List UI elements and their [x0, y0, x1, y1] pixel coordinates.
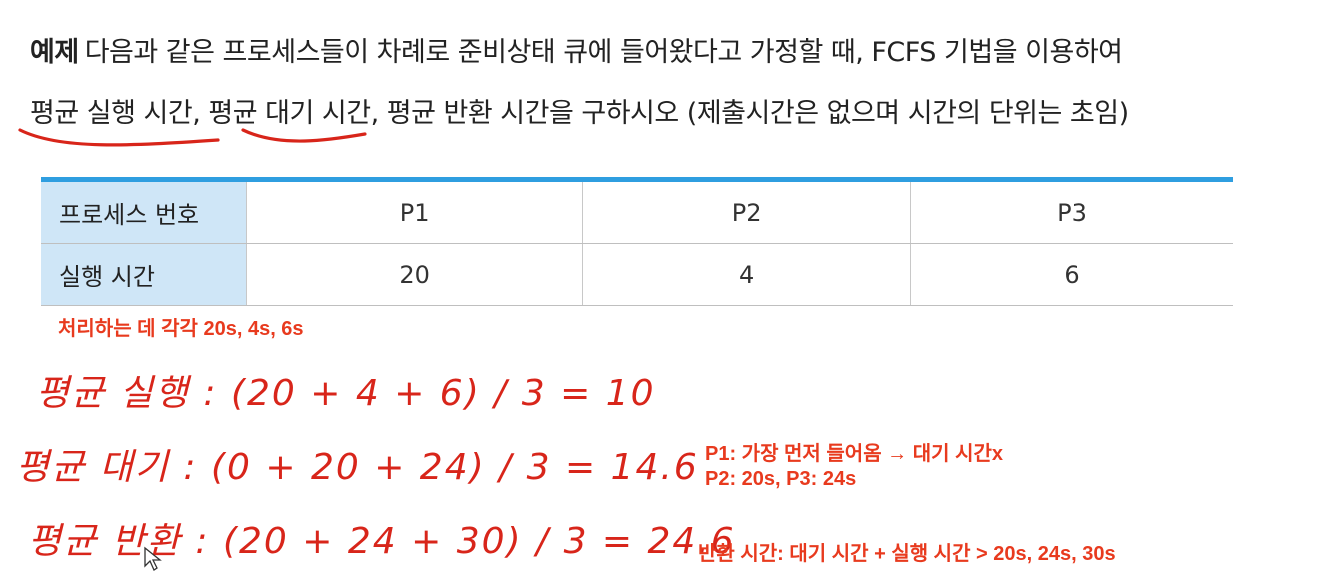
process-table: 프로세스 번호 P1 P2 P3 실행 시간 20 4 6	[41, 177, 1233, 306]
problem-text-1: 다음과 같은 프로세스들이 차례로 준비상태 큐에 들어왔다고 가정할 때, F…	[84, 37, 1123, 68]
handwritten-avg-turnaround: 평균 반환 : (20 + 24 + 30) / 3 = 24.6	[28, 521, 736, 562]
table-cell: P3	[910, 179, 1233, 244]
table-cell: 20	[245, 243, 583, 306]
pen-cursor-icon	[144, 546, 162, 571]
handwritten-avg-wait: 평균 대기 : (0 + 20 + 24) / 3 = 14.6	[16, 447, 699, 488]
table-cell: P1	[245, 179, 583, 244]
note-turnaround: 반환 시간: 대기 시간 + 실행 시간 > 20s, 24s, 30s	[698, 543, 1116, 565]
row-header-exec-time: 실행 시간	[41, 243, 247, 306]
table-cell: 4	[582, 243, 911, 306]
note-wait-line-2: P2: 20s, P3: 24s	[705, 468, 857, 490]
note-wait-line-1: P1: 가장 먼저 들어옴 → 대기 시간x	[705, 443, 1003, 465]
problem-line-1: 예제 다음과 같은 프로세스들이 차례로 준비상태 큐에 들어왔다고 가정할 때,…	[30, 22, 1330, 83]
table-row: 실행 시간 20 4 6	[41, 243, 1233, 306]
problem-statement: 예제 다음과 같은 프로세스들이 차례로 준비상태 큐에 들어왔다고 가정할 때,…	[30, 22, 1330, 144]
row-header-process-number: 프로세스 번호	[41, 179, 247, 244]
handwritten-avg-exec: 평균 실행 : (20 + 4 + 6) / 3 = 10	[36, 373, 656, 414]
problem-text-2: 평균 실행 시간, 평균 대기 시간, 평균 반환 시간을 구하시오 (제출시간…	[30, 98, 1129, 129]
table-cell: 6	[910, 243, 1233, 306]
table-cell: P2	[582, 179, 911, 244]
note-processing: 처리하는 데 각각 20s, 4s, 6s	[58, 318, 304, 340]
example-label: 예제	[30, 37, 79, 68]
table-row: 프로세스 번호 P1 P2 P3	[41, 179, 1233, 244]
